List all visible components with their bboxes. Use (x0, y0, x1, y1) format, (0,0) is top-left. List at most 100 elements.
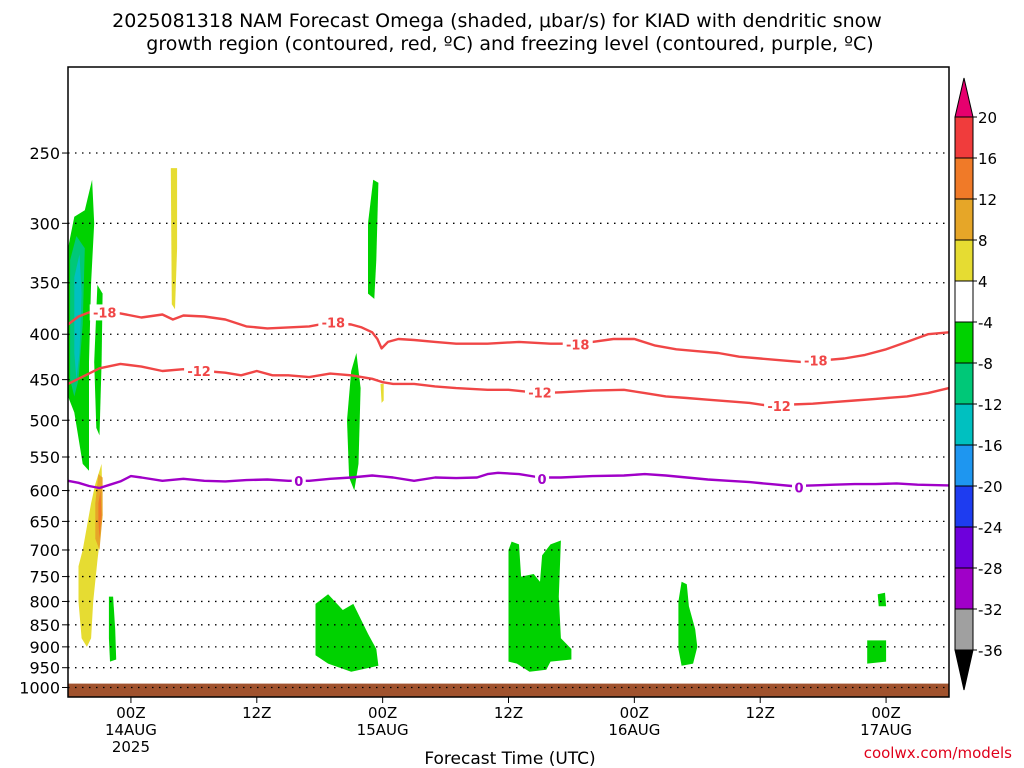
y-tick-label-750: 750 (29, 568, 60, 587)
colorbar-label-9: -20 (978, 478, 1003, 496)
contour-labels: -18 -18 -18 -18 -12 -12 -12 0 0 0 (89, 304, 831, 496)
y-tick-label-550: 550 (29, 448, 60, 467)
colorbar-swatch-2 (954, 198, 974, 241)
y-tick-label-1000: 1000 (19, 678, 60, 697)
contour-line--18 (67, 311, 950, 364)
contour-label-1-2: -12 (767, 400, 791, 415)
chart-title-line2: growth region (contoured, red, ºC) and f… (146, 33, 873, 55)
y-tick-label-900: 900 (29, 638, 60, 657)
colorbar-label-4: 4 (978, 273, 988, 291)
surface-band (68, 683, 949, 697)
colorbar-label-0: 20 (978, 109, 997, 127)
y-tick-label-400: 400 (29, 325, 60, 344)
x-tick-label-3: 12Z (494, 704, 523, 722)
x-tick-label-4: 00Z (620, 704, 649, 722)
x-tick-date-6: 17AUG (860, 721, 912, 739)
omega-region-6 (368, 179, 379, 299)
colorbar-swatch-12 (954, 608, 974, 651)
contour-label-bg-2-1 (535, 470, 550, 487)
colorbar-label-7: -12 (978, 396, 1003, 414)
colorbar-label-2: 12 (978, 191, 997, 209)
omega-region-5 (170, 168, 178, 310)
colorbar-label-1: 16 (978, 150, 997, 168)
colorbar-label-3: 8 (978, 232, 988, 250)
x-tick-label-0: 00Z (116, 704, 145, 722)
colorbar-bottom-triangle (954, 649, 974, 691)
x-tick-label-6: 00Z (871, 704, 900, 722)
colorbar-label-13: -36 (978, 642, 1003, 660)
contour-label-bg-2-0 (291, 472, 306, 489)
contour-label-bg-0-3 (800, 352, 831, 369)
colorbar-label-8: -16 (978, 437, 1003, 455)
chart-title-line1: 2025081318 NAM Forecast Omega (shaded, μ… (112, 10, 882, 32)
contour-label-bg-1-2 (764, 398, 795, 415)
contour-label-bg-0-1 (318, 314, 349, 331)
contour-label-bg-0-2 (562, 336, 593, 353)
omega-region-3 (94, 284, 103, 436)
omega-region-4 (108, 596, 117, 662)
colorbar-swatch-6 (954, 362, 974, 405)
colorbar-label-12: -32 (978, 601, 1003, 619)
colorbar-top-triangle (954, 77, 974, 118)
x-tick-date-2: 15AUG (357, 721, 409, 739)
colorbar-swatch-10 (954, 526, 974, 569)
contour-label-bg-1-1 (524, 384, 555, 401)
contour-label-bg-0-0 (89, 304, 120, 321)
x-tick-label-1: 12Z (242, 704, 271, 722)
contour-label-1-0: -12 (187, 365, 211, 380)
colorbar-swatch-3 (954, 239, 974, 282)
omega-region-8 (380, 383, 384, 403)
colorbar-label-10: -24 (978, 519, 1003, 537)
y-tick-label-700: 700 (29, 541, 60, 560)
colorbar-swatch-1 (954, 157, 974, 200)
contour-label-bg-2-2 (792, 479, 807, 496)
y-tick-label-500: 500 (29, 411, 60, 430)
x-tick-label-2: 00Z (368, 704, 397, 722)
contour-label-2-1: 0 (538, 473, 547, 488)
x-tick-label-5: 12Z (746, 704, 775, 722)
colorbar-label-5: -4 (978, 314, 993, 332)
colorbar-label-11: -28 (978, 560, 1003, 578)
y-tick-label-600: 600 (29, 482, 60, 501)
watermark: coolwx.com/models (864, 744, 1012, 762)
contour-label-bg-1-0 (184, 362, 215, 379)
y-axis: 250 300 350 400 450 500 550 600 650 700 750 800 850 9… (19, 144, 68, 697)
colorbar-swatch-0 (954, 116, 974, 159)
colorbar-swatch-4 (954, 280, 974, 323)
y-tick-label-350: 350 (29, 274, 60, 293)
omega-shading (68, 168, 887, 672)
y-tick-label-450: 450 (29, 371, 60, 390)
contour-label-0-1: -18 (322, 316, 346, 331)
colorbar-swatch-9 (954, 485, 974, 528)
y-tick-label-950: 950 (29, 659, 60, 678)
contour-label-0-2: -18 (566, 339, 590, 354)
omega-region-13 (867, 640, 887, 664)
colorbar-swatch-11 (954, 567, 974, 610)
omega-region-16 (98, 490, 102, 539)
temperature-contours (67, 311, 950, 490)
contour-label-0-3: -18 (804, 354, 828, 369)
contour-label-1-1: -12 (528, 386, 552, 401)
omega-region-9 (315, 594, 379, 672)
y-tick-label-250: 250 (29, 144, 60, 163)
omega-region-12 (877, 592, 887, 607)
contour-label-0-0: -18 (93, 306, 117, 321)
y-tick-label-300: 300 (29, 214, 60, 233)
colorbar: 20 16 12 8 4 -4 -8 -12 -16 -20 -24 -28 -32 -36 (954, 77, 1003, 691)
colorbar-swatch-5 (954, 321, 974, 364)
contour-line-0 (67, 471, 950, 490)
omega-region-7 (347, 353, 361, 491)
y-tick-label-650: 650 (29, 512, 60, 531)
contour-label-2-0: 0 (294, 475, 303, 490)
x-axis-title: Forecast Time (UTC) (424, 749, 595, 768)
x-tick-date-4: 16AUG (608, 721, 660, 739)
x-tick-date-0: 14AUG (105, 721, 157, 739)
colorbar-swatch-8 (954, 444, 974, 487)
contour-label-2-2: 0 (794, 481, 803, 496)
y-tick-label-850: 850 (29, 616, 60, 635)
x-tick-year-0: 2025 (112, 738, 150, 756)
y-tick-label-800: 800 (29, 592, 60, 611)
omega-region-11 (678, 581, 698, 666)
